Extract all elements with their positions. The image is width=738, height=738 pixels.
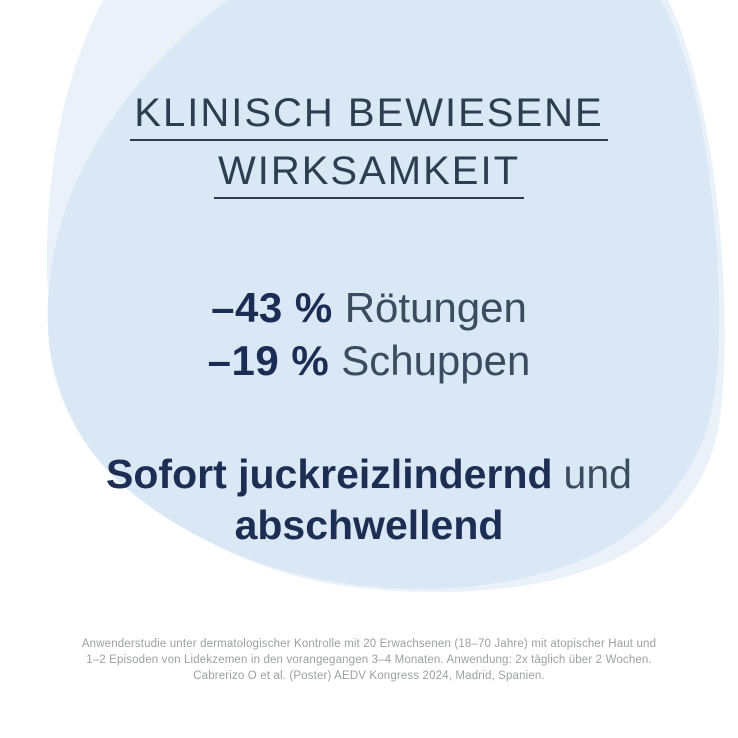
claim-regular-1: und: [563, 451, 632, 497]
stat-row-scaling: –19 % Schuppen: [0, 334, 738, 387]
headline-row-1: KLINISCH BEWIESENE: [0, 92, 738, 141]
claim-line-1: Sofort juckreizlindernd und: [0, 449, 738, 500]
headline-row-2: WIRKSAMKEIT: [0, 150, 738, 199]
stat-label-redness: Rötungen: [344, 284, 527, 331]
headline: KLINISCH BEWIESENE WIRKSAMKEIT: [0, 92, 738, 208]
claim-bold-1: Sofort juckreizlindernd: [106, 451, 553, 497]
footnote-line-1: Anwenderstudie unter dermatologischer Ko…: [81, 638, 657, 650]
stat-value-scaling: –19 %: [207, 337, 330, 384]
footnote: Anwenderstudie unter dermatologischer Ko…: [0, 637, 738, 684]
stat-value-redness: –43 %: [211, 284, 333, 331]
headline-line-2: WIRKSAMKEIT: [213, 150, 525, 199]
footnote-line-2: 1–2 Episoden von Lidekzemen in den voran…: [86, 653, 652, 666]
stat-row-redness: –43 % Rötungen: [0, 281, 738, 334]
headline-line-1: KLINISCH BEWIESENE: [130, 92, 608, 141]
claim-line-2: abschwellend: [0, 500, 738, 551]
stats-block: –43 % Rötungen –19 % Schuppen: [0, 281, 738, 387]
footnote-line-3: Cabrerizo O et al. (Poster) AEDV Kongres…: [193, 669, 545, 682]
claim-block: Sofort juckreizlindernd und abschwellend: [0, 449, 738, 551]
blob-main-layer: [47, 0, 720, 589]
stat-label-scaling: Schuppen: [341, 337, 531, 384]
claim-bold-2: abschwellend: [234, 502, 504, 548]
